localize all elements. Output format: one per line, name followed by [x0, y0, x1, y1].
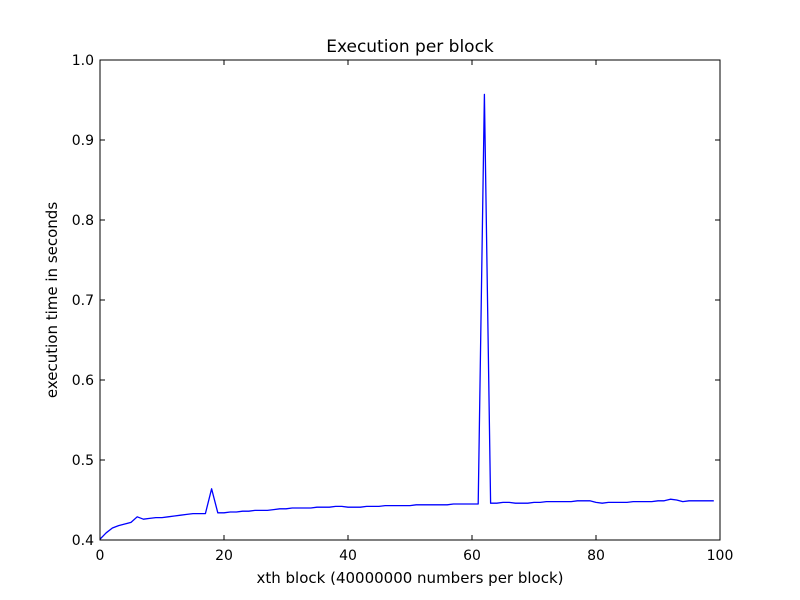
y-tick-label: 0.6 — [72, 373, 94, 389]
series-layer — [99, 93, 714, 540]
x-tick-label: 0 — [96, 548, 105, 564]
y-tick-label: 0.4 — [72, 533, 94, 549]
chart-title: Execution per block — [326, 37, 494, 57]
y-tick-label: 0.7 — [72, 293, 94, 309]
ticks-layer: 0 20 40 60 80 100 0.4 0.5 0.6 0.7 0.8 0.9 1.0 — [72, 53, 734, 564]
series-line-0 — [99, 93, 714, 540]
x-tick-label: 40 — [339, 548, 357, 564]
y-tick-label: 0.5 — [72, 453, 94, 469]
y-axis-label: execution time in seconds — [43, 202, 61, 398]
x-tick-label: 80 — [587, 548, 605, 564]
y-tick-label: 1.0 — [72, 53, 94, 69]
x-axis-label: xth block (40000000 numbers per block) — [256, 569, 563, 587]
x-tick-label: 100 — [707, 548, 734, 564]
x-tick-label: 60 — [463, 548, 481, 564]
y-tick-label: 0.8 — [72, 213, 94, 229]
y-tick-label: 0.9 — [72, 133, 94, 149]
x-tick-label: 20 — [215, 548, 233, 564]
